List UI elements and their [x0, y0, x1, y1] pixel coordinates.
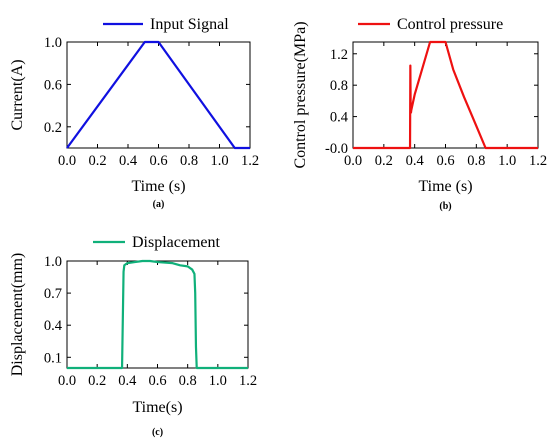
series-line — [66, 40, 250, 150]
y-tick-label: -0.0 — [325, 141, 348, 157]
legend-label: Displacement — [132, 234, 221, 251]
y-axis-label: Displacement(mm) — [9, 253, 26, 377]
x-tick-label: 0.8 — [467, 153, 485, 169]
y-tick-label: 1.2 — [330, 47, 348, 63]
y-tick-label: 1.0 — [44, 35, 62, 51]
x-tick-label: 0.8 — [180, 153, 198, 169]
chart-b: 0.0 0.2 0.4 0.6 0.8 1.0 1.2 -0.0 0.4 0.8 1.2 Time (… — [292, 16, 547, 212]
y-tick-label: 0.4 — [44, 318, 63, 334]
y-axis-label: Control pressure(MPa) — [292, 21, 309, 168]
y-tick-label: 0.4 — [330, 110, 349, 126]
y-tick-label: 0.2 — [44, 120, 62, 136]
x-tick-label: 0.4 — [406, 153, 425, 169]
panel-caption: (a) — [153, 199, 165, 210]
y-tick-label: 0.7 — [44, 286, 62, 302]
chart-c: 0.0 0.2 0.4 0.6 0.8 1.0 1.2 0.1 0.4 0.7 1.0 Time(s)… — [9, 234, 257, 438]
x-tick-label: 0.6 — [148, 373, 166, 389]
plot-frame — [66, 260, 249, 369]
plot-frame — [352, 41, 539, 149]
y-tick-label: 0.6 — [44, 77, 62, 93]
x-axis-label: Time (s) — [418, 178, 472, 195]
x-tick-label: 0.8 — [179, 373, 197, 389]
x-tick-label: 0.6 — [436, 153, 454, 169]
x-tick-label: 0.4 — [119, 153, 138, 169]
x-tick-label: 1.2 — [241, 153, 259, 169]
panel-caption: (b) — [439, 201, 451, 212]
series-line — [67, 259, 248, 370]
x-tick-label: 0.2 — [375, 153, 393, 169]
x-tick-label: 0.6 — [149, 153, 167, 169]
x-tick-label: 1.2 — [529, 153, 547, 169]
y-tick-label: 1.0 — [44, 254, 62, 270]
x-tick-label: 1.0 — [210, 153, 228, 169]
x-axis-label: Time(s) — [132, 399, 182, 416]
legend-label: Input Signal — [150, 16, 229, 33]
x-axis-label: Time (s) — [131, 178, 185, 195]
y-tick-label: 0.8 — [330, 78, 348, 94]
x-tick-label: 0.0 — [58, 153, 76, 169]
x-tick-label: 1.0 — [209, 373, 227, 389]
chart-a: 0.0 0.2 0.4 0.6 0.8 1.0 1.2 0.2 0.6 1.0 Time (s) Cu… — [9, 16, 259, 210]
x-tick-label: 0.2 — [88, 373, 106, 389]
x-tick-label: 0.2 — [88, 153, 106, 169]
y-tick-label: 0.1 — [44, 350, 62, 366]
y-axis-label: Current(A) — [9, 59, 26, 130]
x-tick-label: 0.4 — [118, 373, 137, 389]
series-line — [353, 40, 538, 150]
x-tick-label: 0.0 — [58, 373, 76, 389]
x-tick-label: 0.0 — [344, 153, 362, 169]
legend-label: Control pressure — [397, 16, 503, 33]
x-tick-label: 1.0 — [498, 153, 516, 169]
panel-caption: (c) — [152, 427, 163, 438]
x-tick-label: 1.2 — [239, 373, 257, 389]
